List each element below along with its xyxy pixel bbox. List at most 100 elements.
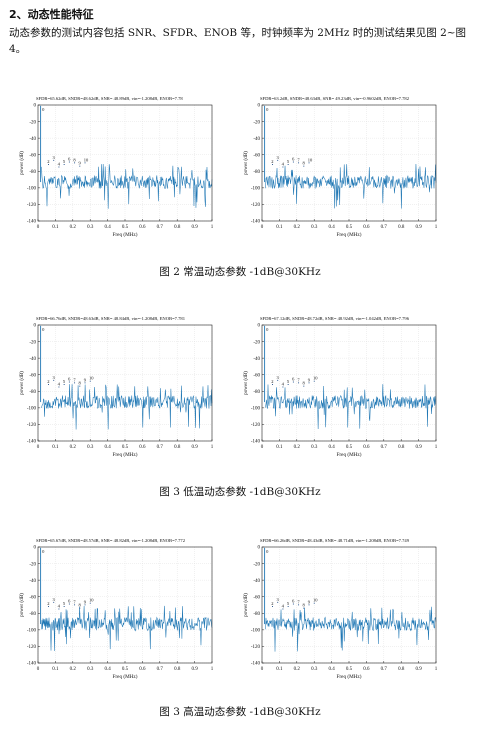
y-axis-label: power (dB) — [18, 151, 25, 175]
spectrum-plot: SFDR=67.12dB, SNDR=48.72dB, SNR= 48.92dB… — [229, 310, 441, 464]
y-tick-label: -140 — [27, 662, 37, 667]
x-tick-label: 0.2 — [294, 225, 301, 230]
harmonic-label: 5 — [287, 159, 290, 164]
x-tick-label: 0.4 — [328, 667, 335, 672]
harmonic-label: 7 — [297, 599, 300, 604]
harmonic-label: 3 — [52, 375, 55, 380]
harmonic-label: 3 — [52, 597, 55, 602]
harmonic-label: 8 — [303, 603, 306, 608]
plot-title: SFDR=65.62dB, SNDR=48.62dB, SNR= 48.89dB… — [36, 96, 183, 102]
y-tick-label: -80 — [253, 612, 260, 617]
y-tick-label: -80 — [29, 390, 36, 395]
y-tick-label: -80 — [253, 390, 260, 395]
x-tick-label: 0 — [261, 445, 264, 450]
x-tick-label: 0.3 — [311, 445, 318, 450]
fundamental-label: 0 — [42, 107, 45, 112]
harmonic-label: 5 — [287, 601, 290, 606]
spectrum-plot: SFDR=66.76dB, SNDR=48.63dB, SNR= 48.84dB… — [5, 310, 217, 464]
figure-2: SFDR=65.62dB, SNDR=48.62dB, SNR= 48.89dB… — [0, 90, 480, 270]
x-axis-label: Freq (MHz) — [113, 231, 138, 238]
x-tick-label: 0.4 — [328, 225, 335, 230]
y-axis-label: power (dB) — [242, 371, 249, 395]
harmonic-label: 4 — [282, 161, 285, 166]
harmonic-label: 3 — [276, 375, 279, 380]
harmonic-label: 8 — [79, 381, 82, 386]
x-tick-label: 0.6 — [139, 225, 146, 230]
plot-title: SFDR=65.67dB, SNDR=48.57dB, SNR= 48.82dB… — [36, 538, 186, 544]
figure-caption: 图 2 常温动态参数 -1dB@30KHz — [159, 266, 321, 278]
x-tick-label: 0.4 — [104, 225, 111, 230]
plot-title: SFDR=66.76dB, SNDR=48.63dB, SNR= 48.84dB… — [36, 316, 186, 322]
x-tick-label: 0.8 — [174, 225, 181, 230]
harmonic-label: 9 — [84, 377, 87, 382]
plot-title: SFDR=63.2dB, SNDR=48.63dB, SNR= 49.23dB,… — [260, 96, 410, 102]
harmonic-label: 10 — [308, 157, 313, 162]
x-tick-label: 0.5 — [346, 445, 353, 450]
y-tick-label: -120 — [251, 645, 261, 650]
plot-grid — [261, 324, 437, 442]
x-tick-label: 0.6 — [363, 667, 370, 672]
y-tick-label: -140 — [251, 440, 261, 445]
fundamental-label: 0 — [266, 107, 269, 112]
harmonic-label: 9 — [84, 599, 87, 604]
harmonic-label: 3 — [52, 155, 55, 160]
y-tick-label: -60 — [253, 373, 260, 378]
figure-4: SFDR=65.67dB, SNDR=48.57dB, SNR= 48.82dB… — [0, 532, 480, 712]
harmonic-label: 5 — [63, 379, 66, 384]
y-tick-label: -40 — [253, 137, 260, 142]
x-tick-label: 0.9 — [191, 445, 198, 450]
y-tick-label: -60 — [253, 595, 260, 600]
x-tick-label: 0.8 — [398, 225, 405, 230]
y-tick-label: -20 — [253, 120, 260, 125]
y-tick-label: -100 — [27, 629, 37, 634]
y-tick-label: -120 — [27, 203, 37, 208]
harmonic-label: 4 — [58, 381, 61, 386]
spectrum-svg: SFDR=63.2dB, SNDR=48.63dB, SNR= 49.23dB,… — [242, 96, 438, 238]
y-tick-label: -40 — [29, 357, 36, 362]
y-tick-label: -80 — [29, 612, 36, 617]
figure-caption: 图 3 高温动态参数 -1dB@30KHz — [159, 706, 321, 718]
figure-caption: 图 3 低温动态参数 -1dB@30KHz — [159, 486, 321, 498]
x-tick-label: 0.2 — [294, 445, 301, 450]
y-tick-label: -100 — [251, 407, 261, 412]
harmonic-label: 8 — [73, 157, 76, 162]
y-tick-label: -80 — [29, 170, 36, 175]
spectrum-svg: SFDR=65.62dB, SNDR=48.62dB, SNR= 48.89dB… — [18, 96, 214, 238]
harmonic-label: 2 — [47, 159, 49, 164]
harmonic-label: 4 — [282, 381, 285, 386]
y-tick-label: -40 — [29, 579, 36, 584]
y-tick-label: 0 — [34, 324, 37, 329]
harmonic-label: 9 — [79, 161, 82, 166]
x-tick-label: 0.3 — [311, 225, 318, 230]
y-tick-label: -20 — [29, 340, 36, 345]
y-tick-label: -100 — [251, 187, 261, 192]
spectrum-svg: SFDR=66.26dB, SNDR=48.43dB, SNR= 48.71dB… — [242, 538, 438, 680]
y-tick-label: -60 — [29, 373, 36, 378]
y-tick-label: -40 — [253, 579, 260, 584]
y-axis-label: power (dB) — [18, 593, 25, 617]
x-tick-label: 1 — [435, 667, 438, 672]
y-tick-label: -140 — [27, 440, 37, 445]
x-tick-label: 1 — [435, 445, 438, 450]
harmonic-label: 6 — [68, 377, 71, 382]
x-tick-label: 1 — [211, 225, 214, 230]
y-tick-label: -60 — [29, 595, 36, 600]
spectrum-series — [265, 384, 437, 429]
y-tick-label: -80 — [253, 170, 260, 175]
x-tick-label: 0.5 — [346, 667, 353, 672]
harmonic-label: 9 — [308, 377, 311, 382]
harmonic-label: 6 — [292, 377, 295, 382]
y-tick-label: 0 — [258, 104, 261, 109]
harmonic-label: 8 — [79, 603, 82, 608]
x-tick-label: 0.1 — [52, 667, 59, 672]
x-axis-label: Freq (MHz) — [113, 673, 138, 680]
x-tick-label: 0.2 — [70, 667, 77, 672]
harmonic-label: 5 — [287, 379, 290, 384]
plot-grid — [37, 104, 213, 222]
y-tick-label: -140 — [251, 220, 261, 225]
x-tick-label: 0.9 — [191, 667, 198, 672]
y-tick-label: -120 — [27, 645, 37, 650]
harmonic-label: 7 — [297, 377, 300, 382]
harmonic-label: 3 — [276, 155, 279, 160]
x-tick-label: 0.2 — [70, 225, 77, 230]
